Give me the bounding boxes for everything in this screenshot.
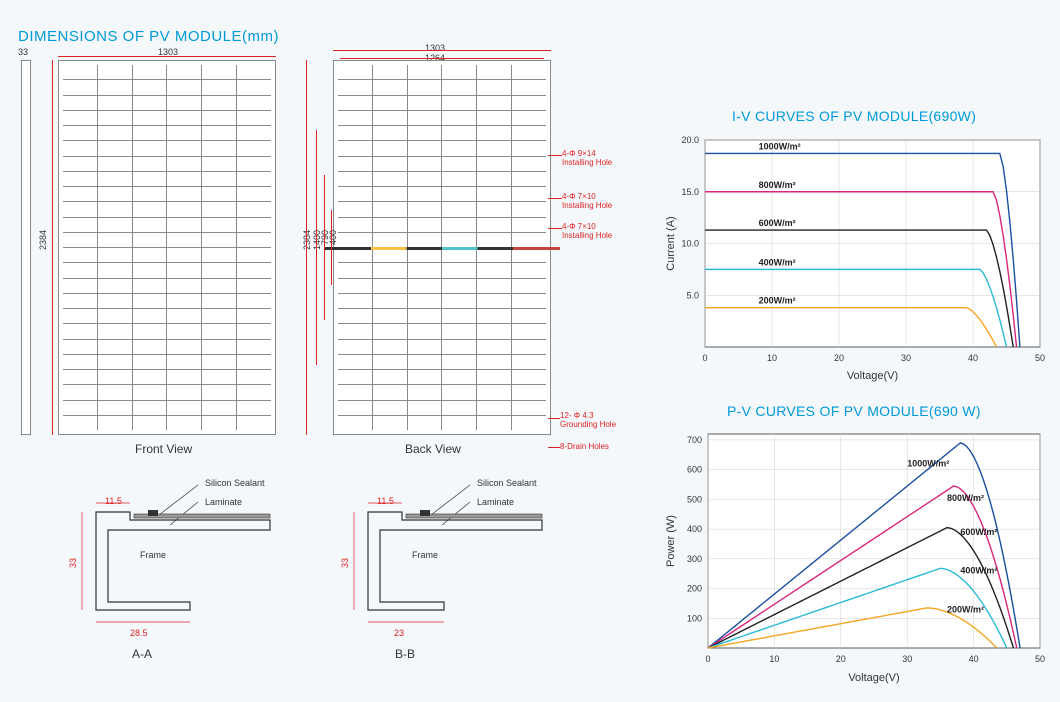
dim-line-back-top2 [340, 58, 544, 59]
aa-label: A-A [132, 647, 152, 661]
bb-laminate: Laminate [477, 497, 514, 507]
dim-front-left: 2384 [38, 230, 48, 250]
bb-frame: Frame [412, 550, 438, 560]
svg-text:800W/m²: 800W/m² [759, 180, 796, 190]
iv-chart: 0 10 20 30 40 50 5.0 10.0 15.0 20.0 Voltage(V) Curr… [660, 132, 1050, 387]
svg-text:40: 40 [968, 353, 978, 363]
svg-text:10.0: 10.0 [681, 239, 699, 249]
svg-text:10: 10 [769, 654, 779, 664]
aa-frame: Frame [140, 550, 166, 560]
callout-install3: 4-Φ 7×10 Installing Hole [562, 223, 612, 241]
callout-ground: 12- Φ 4.3 Grounding Hole [560, 412, 616, 430]
svg-text:1000W/m²: 1000W/m² [907, 459, 949, 469]
svg-text:500: 500 [687, 494, 702, 504]
callout-install3-b: Installing Hole [562, 231, 612, 240]
callout-install2: 4-Φ 7×10 Installing Hole [562, 193, 612, 211]
svg-text:0: 0 [702, 353, 707, 363]
back-view-label: Back View [405, 442, 461, 456]
svg-text:200W/m²: 200W/m² [947, 604, 984, 614]
leader-1 [548, 155, 562, 156]
svg-text:50: 50 [1035, 654, 1045, 664]
svg-text:Voltage(V): Voltage(V) [847, 370, 898, 382]
leader-2 [548, 198, 562, 199]
aa-drawing [60, 480, 290, 650]
callout-install1-a: 4-Φ 9×14 [562, 149, 596, 158]
bb-w: 23 [394, 628, 404, 638]
svg-text:1000W/m²: 1000W/m² [759, 141, 801, 151]
front-cells [63, 65, 271, 430]
leader-4 [548, 418, 560, 419]
svg-text:20: 20 [834, 353, 844, 363]
dim-line-back-l2 [316, 130, 317, 365]
front-panel [58, 60, 276, 435]
bb-h: 33 [340, 558, 350, 568]
svg-text:400W/m²: 400W/m² [960, 566, 997, 576]
leader-3 [548, 228, 562, 229]
svg-text:50: 50 [1035, 353, 1045, 363]
svg-text:400W/m²: 400W/m² [759, 257, 796, 267]
svg-text:15.0: 15.0 [681, 187, 699, 197]
svg-text:800W/m²: 800W/m² [947, 493, 984, 503]
dim-line-back-l3 [324, 175, 325, 320]
callout-install2-b: Installing Hole [562, 201, 612, 210]
svg-text:100: 100 [687, 613, 702, 623]
pv-chart: 0 10 20 30 40 50 100 200 300 400 500 600 700 Voltage(… [660, 428, 1050, 690]
svg-text:Voltage(V): Voltage(V) [848, 672, 899, 684]
dim-line-back-l1 [306, 60, 307, 435]
svg-text:30: 30 [901, 353, 911, 363]
svg-text:600: 600 [687, 465, 702, 475]
leader-5 [548, 447, 560, 448]
svg-text:0: 0 [705, 654, 710, 664]
svg-text:700: 700 [687, 435, 702, 445]
svg-text:400: 400 [687, 524, 702, 534]
dim-edge-33: 33 [18, 47, 28, 57]
dim-back-top-outer: 1303 [425, 43, 445, 53]
svg-text:200W/m²: 200W/m² [759, 296, 796, 306]
svg-text:600W/m²: 600W/m² [960, 527, 997, 537]
pv-title: P-V CURVES OF PV MODULE(690 W) [727, 403, 981, 419]
dim-line-front-left [52, 60, 53, 435]
aa-sealant: Silicon Sealant [205, 478, 265, 488]
svg-text:20.0: 20.0 [681, 135, 699, 145]
dim-line-front-top [58, 56, 276, 57]
junction-bar [324, 247, 560, 250]
edge-strip [21, 60, 31, 435]
aa-w: 28.5 [130, 628, 148, 638]
svg-text:30: 30 [902, 654, 912, 664]
bb-top: 11.5 [377, 496, 394, 506]
dim-back-2384: 2384 [302, 230, 312, 250]
aa-laminate: Laminate [205, 497, 242, 507]
callout-install2-a: 4-Φ 7×10 [562, 192, 596, 201]
svg-text:5.0: 5.0 [686, 290, 699, 300]
aa-h: 33 [68, 558, 78, 568]
dim-back-400: 400 [328, 230, 338, 245]
svg-text:20: 20 [836, 654, 846, 664]
front-view-label: Front View [135, 442, 192, 456]
svg-text:Power (W): Power (W) [665, 515, 677, 567]
back-panel [333, 60, 551, 435]
callout-install1: 4-Φ 9×14 Installing Hole [562, 150, 612, 168]
bb-label: B-B [395, 647, 415, 661]
svg-text:300: 300 [687, 554, 702, 564]
aa-top: 11.5 [105, 496, 122, 506]
dim-line-back-top1 [333, 50, 551, 51]
xsec-bb: Silicon Sealant Laminate 11.5 Frame 33 2… [332, 480, 562, 680]
iv-title: I-V CURVES OF PV MODULE(690W) [732, 108, 976, 124]
callout-drain: 8-Drain Holes [560, 443, 609, 452]
xsec-aa: Silicon Sealant Laminate 11.5 Frame 33 2… [60, 480, 290, 680]
dim-line-back-l4 [331, 210, 332, 285]
callout-ground-b: Grounding Hole [560, 420, 616, 429]
callout-install3-a: 4-Φ 7×10 [562, 222, 596, 231]
svg-text:10: 10 [767, 353, 777, 363]
svg-text:40: 40 [969, 654, 979, 664]
svg-text:600W/m²: 600W/m² [759, 218, 796, 228]
page-title: DIMENSIONS OF PV MODULE(mm) [18, 28, 279, 45]
callout-ground-a: 12- Φ 4.3 [560, 411, 594, 420]
bb-sealant: Silicon Sealant [477, 478, 537, 488]
callout-install1-b: Installing Hole [562, 158, 612, 167]
bb-drawing [332, 480, 562, 650]
svg-text:Current (A): Current (A) [665, 216, 677, 270]
svg-text:200: 200 [687, 584, 702, 594]
